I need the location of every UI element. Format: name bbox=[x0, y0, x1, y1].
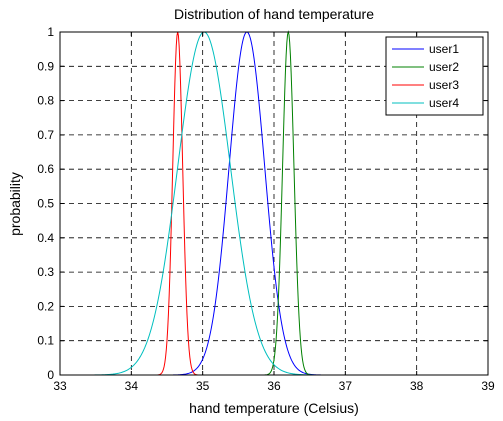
y-tick-label: 0.1 bbox=[37, 334, 54, 348]
chart-title: Distribution of hand temperature bbox=[174, 6, 374, 22]
legend-label-user2: user2 bbox=[429, 60, 459, 74]
legend: user1 user2 user3 user4 bbox=[385, 36, 484, 116]
x-tick-label: 36 bbox=[267, 379, 281, 393]
y-axis-label: probability bbox=[7, 172, 23, 236]
y-axis-ticks: 0 0.1 0.2 0.3 0.4 0.5 0.6 0.7 0.8 0.9 1 bbox=[37, 25, 488, 382]
x-tick-label: 33 bbox=[53, 379, 67, 393]
legend-label-user1: user1 bbox=[429, 42, 459, 56]
y-tick-label: 0.3 bbox=[37, 265, 54, 279]
y-tick-label: 0.5 bbox=[37, 197, 54, 211]
x-axis-label: hand temperature (Celsius) bbox=[189, 400, 359, 416]
y-tick-label: 0 bbox=[47, 368, 54, 382]
y-tick-label: 0.7 bbox=[37, 128, 54, 142]
x-tick-label: 35 bbox=[196, 379, 210, 393]
y-tick-label: 0.2 bbox=[37, 299, 54, 313]
y-tick-label: 0.4 bbox=[37, 231, 54, 245]
legend-label-user4: user4 bbox=[429, 96, 459, 110]
y-tick-label: 0.8 bbox=[37, 94, 54, 108]
x-tick-label: 39 bbox=[481, 379, 495, 393]
x-tick-label: 37 bbox=[339, 379, 353, 393]
y-tick-label: 0.6 bbox=[37, 162, 54, 176]
legend-box bbox=[385, 36, 484, 116]
legend-label-user3: user3 bbox=[429, 78, 459, 92]
y-tick-label: 1 bbox=[47, 25, 54, 39]
x-axis-ticks: 33 34 35 36 37 38 39 bbox=[53, 32, 495, 393]
x-tick-label: 38 bbox=[410, 379, 424, 393]
y-tick-label: 0.9 bbox=[37, 59, 54, 73]
x-tick-label: 34 bbox=[125, 379, 139, 393]
